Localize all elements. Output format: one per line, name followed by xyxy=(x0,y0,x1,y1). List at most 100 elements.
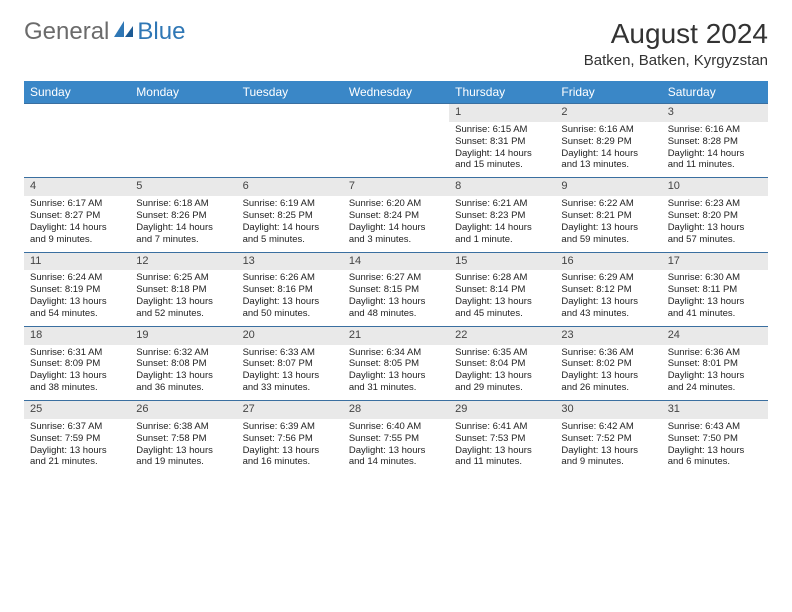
day-detail-cell: Sunrise: 6:30 AMSunset: 8:11 PMDaylight:… xyxy=(662,270,768,326)
sunset-text: Sunset: 8:02 PM xyxy=(561,358,655,370)
daylight-text: Daylight: 13 hours and 48 minutes. xyxy=(349,296,443,320)
sunset-text: Sunset: 8:05 PM xyxy=(349,358,443,370)
daylight-text: Daylight: 13 hours and 9 minutes. xyxy=(561,445,655,469)
sunrise-text: Sunrise: 6:15 AM xyxy=(455,124,549,136)
sunset-text: Sunset: 7:50 PM xyxy=(668,433,762,445)
day-number-cell: 22 xyxy=(449,326,555,344)
daylight-text: Daylight: 13 hours and 14 minutes. xyxy=(349,445,443,469)
day-number-cell: 8 xyxy=(449,178,555,196)
sunrise-text: Sunrise: 6:17 AM xyxy=(30,198,124,210)
day-number-cell: 25 xyxy=(24,401,130,419)
day-number-cell: 7 xyxy=(343,178,449,196)
sunrise-text: Sunrise: 6:19 AM xyxy=(243,198,337,210)
day-number-cell: 4 xyxy=(24,178,130,196)
daylight-text: Daylight: 13 hours and 38 minutes. xyxy=(30,370,124,394)
day-detail-cell: Sunrise: 6:36 AMSunset: 8:02 PMDaylight:… xyxy=(555,345,661,401)
sunset-text: Sunset: 8:20 PM xyxy=(668,210,762,222)
day-number-cell: 28 xyxy=(343,401,449,419)
day-number-cell: 13 xyxy=(237,252,343,270)
day-detail-row: Sunrise: 6:37 AMSunset: 7:59 PMDaylight:… xyxy=(24,419,768,475)
day-detail-cell: Sunrise: 6:18 AMSunset: 8:26 PMDaylight:… xyxy=(130,196,236,252)
calendar-table: SundayMondayTuesdayWednesdayThursdayFrid… xyxy=(24,81,768,474)
sunset-text: Sunset: 8:27 PM xyxy=(30,210,124,222)
day-detail-row: Sunrise: 6:24 AMSunset: 8:19 PMDaylight:… xyxy=(24,270,768,326)
sunset-text: Sunset: 7:55 PM xyxy=(349,433,443,445)
day-number-cell xyxy=(237,104,343,122)
weekday-header: Friday xyxy=(555,81,661,104)
daylight-text: Daylight: 13 hours and 21 minutes. xyxy=(30,445,124,469)
day-number-cell: 20 xyxy=(237,326,343,344)
day-number-cell: 9 xyxy=(555,178,661,196)
day-number-row: 18192021222324 xyxy=(24,326,768,344)
day-detail-cell: Sunrise: 6:37 AMSunset: 7:59 PMDaylight:… xyxy=(24,419,130,475)
sunset-text: Sunset: 8:28 PM xyxy=(668,136,762,148)
sunrise-text: Sunrise: 6:35 AM xyxy=(455,347,549,359)
sunrise-text: Sunrise: 6:30 AM xyxy=(668,272,762,284)
sunrise-text: Sunrise: 6:33 AM xyxy=(243,347,337,359)
day-number-cell: 21 xyxy=(343,326,449,344)
day-number-cell: 19 xyxy=(130,326,236,344)
month-title: August 2024 xyxy=(584,18,768,50)
daylight-text: Daylight: 13 hours and 33 minutes. xyxy=(243,370,337,394)
daylight-text: Daylight: 13 hours and 26 minutes. xyxy=(561,370,655,394)
day-number-cell: 18 xyxy=(24,326,130,344)
day-detail-cell: Sunrise: 6:32 AMSunset: 8:08 PMDaylight:… xyxy=(130,345,236,401)
sunset-text: Sunset: 8:12 PM xyxy=(561,284,655,296)
daylight-text: Daylight: 13 hours and 54 minutes. xyxy=(30,296,124,320)
day-number-cell xyxy=(24,104,130,122)
day-number-cell: 5 xyxy=(130,178,236,196)
day-detail-cell: Sunrise: 6:23 AMSunset: 8:20 PMDaylight:… xyxy=(662,196,768,252)
sunrise-text: Sunrise: 6:42 AM xyxy=(561,421,655,433)
day-number-cell: 29 xyxy=(449,401,555,419)
day-number-cell: 16 xyxy=(555,252,661,270)
sunrise-text: Sunrise: 6:32 AM xyxy=(136,347,230,359)
sunset-text: Sunset: 8:19 PM xyxy=(30,284,124,296)
daylight-text: Daylight: 14 hours and 11 minutes. xyxy=(668,148,762,172)
day-number-cell: 10 xyxy=(662,178,768,196)
day-detail-cell: Sunrise: 6:39 AMSunset: 7:56 PMDaylight:… xyxy=(237,419,343,475)
weekday-header: Saturday xyxy=(662,81,768,104)
daylight-text: Daylight: 14 hours and 9 minutes. xyxy=(30,222,124,246)
daylight-text: Daylight: 14 hours and 7 minutes. xyxy=(136,222,230,246)
sunrise-text: Sunrise: 6:40 AM xyxy=(349,421,443,433)
sunset-text: Sunset: 8:26 PM xyxy=(136,210,230,222)
sunset-text: Sunset: 7:58 PM xyxy=(136,433,230,445)
day-detail-cell: Sunrise: 6:28 AMSunset: 8:14 PMDaylight:… xyxy=(449,270,555,326)
sunrise-text: Sunrise: 6:22 AM xyxy=(561,198,655,210)
day-detail-cell: Sunrise: 6:29 AMSunset: 8:12 PMDaylight:… xyxy=(555,270,661,326)
day-number-row: 25262728293031 xyxy=(24,401,768,419)
day-number-cell: 2 xyxy=(555,104,661,122)
sunset-text: Sunset: 8:23 PM xyxy=(455,210,549,222)
sunset-text: Sunset: 8:16 PM xyxy=(243,284,337,296)
day-detail-cell: Sunrise: 6:36 AMSunset: 8:01 PMDaylight:… xyxy=(662,345,768,401)
day-detail-cell: Sunrise: 6:21 AMSunset: 8:23 PMDaylight:… xyxy=(449,196,555,252)
weekday-header: Tuesday xyxy=(237,81,343,104)
daylight-text: Daylight: 13 hours and 24 minutes. xyxy=(668,370,762,394)
logo-text-general: General xyxy=(24,18,109,46)
logo-text-blue: Blue xyxy=(137,18,185,46)
day-detail-row: Sunrise: 6:17 AMSunset: 8:27 PMDaylight:… xyxy=(24,196,768,252)
daylight-text: Daylight: 13 hours and 31 minutes. xyxy=(349,370,443,394)
logo-sail-icon xyxy=(113,20,135,38)
day-number-cell: 1 xyxy=(449,104,555,122)
sunset-text: Sunset: 7:53 PM xyxy=(455,433,549,445)
day-detail-cell: Sunrise: 6:27 AMSunset: 8:15 PMDaylight:… xyxy=(343,270,449,326)
day-detail-cell: Sunrise: 6:15 AMSunset: 8:31 PMDaylight:… xyxy=(449,122,555,178)
daylight-text: Daylight: 13 hours and 45 minutes. xyxy=(455,296,549,320)
daylight-text: Daylight: 13 hours and 43 minutes. xyxy=(561,296,655,320)
sunrise-text: Sunrise: 6:27 AM xyxy=(349,272,443,284)
daylight-text: Daylight: 13 hours and 16 minutes. xyxy=(243,445,337,469)
calendar-body: 123Sunrise: 6:15 AMSunset: 8:31 PMDaylig… xyxy=(24,104,768,475)
day-detail-cell xyxy=(24,122,130,178)
day-number-cell: 17 xyxy=(662,252,768,270)
daylight-text: Daylight: 13 hours and 11 minutes. xyxy=(455,445,549,469)
daylight-text: Daylight: 13 hours and 52 minutes. xyxy=(136,296,230,320)
sunset-text: Sunset: 8:09 PM xyxy=(30,358,124,370)
day-number-row: 11121314151617 xyxy=(24,252,768,270)
daylight-text: Daylight: 13 hours and 41 minutes. xyxy=(668,296,762,320)
day-detail-cell: Sunrise: 6:16 AMSunset: 8:29 PMDaylight:… xyxy=(555,122,661,178)
daylight-text: Daylight: 13 hours and 6 minutes. xyxy=(668,445,762,469)
day-detail-row: Sunrise: 6:31 AMSunset: 8:09 PMDaylight:… xyxy=(24,345,768,401)
day-number-cell: 14 xyxy=(343,252,449,270)
day-detail-cell: Sunrise: 6:31 AMSunset: 8:09 PMDaylight:… xyxy=(24,345,130,401)
